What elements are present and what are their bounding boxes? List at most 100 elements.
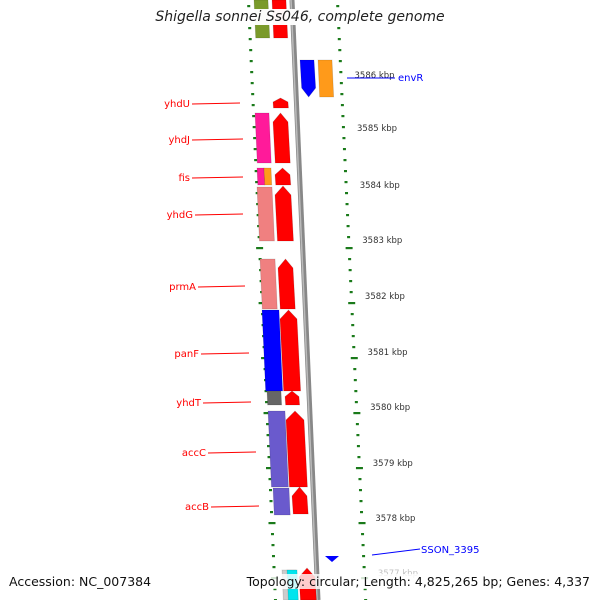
track-tick-left: [269, 489, 273, 492]
track-tick-right: [345, 203, 349, 206]
gene-feature[interactable]: [263, 167, 273, 186]
gene-feature[interactable]: [256, 186, 275, 242]
track-tick-right: [340, 93, 344, 96]
gene-feature[interactable]: [261, 309, 284, 392]
track-tick-right: [343, 170, 347, 173]
gene-label-envR[interactable]: envR: [398, 73, 423, 84]
gene-label-yhdG[interactable]: yhdG: [167, 210, 193, 221]
track-tick-right: [353, 368, 357, 371]
track-tick-left: [247, 5, 251, 8]
track-tick-right: [358, 489, 362, 492]
track-tick-right: [353, 412, 361, 415]
track-tick-right: [340, 104, 344, 107]
gene-label-line: [210, 505, 260, 508]
track-tick-left: [266, 423, 270, 426]
track-tick-right: [352, 346, 356, 349]
track-tick-right: [356, 445, 360, 448]
gene-feature[interactable]: [284, 390, 301, 406]
gene-label-SSON_3395[interactable]: SSON_3395: [421, 545, 480, 556]
track-tick-left: [271, 555, 275, 558]
gene-feature[interactable]: [291, 486, 309, 515]
gene-feature-SSON_3395[interactable]: [325, 556, 339, 562]
track-tick-left: [267, 456, 271, 459]
track-tick-left: [250, 71, 254, 74]
kbp-label: 3581 kbp: [368, 348, 408, 358]
track-tick-left: [250, 82, 254, 85]
gene-feature[interactable]: [259, 258, 278, 310]
gene-feature[interactable]: [279, 309, 302, 392]
track-tick-right: [339, 71, 343, 74]
track-tick-left: [256, 214, 260, 217]
gene-label-line: [371, 548, 421, 556]
track-tick-right: [338, 49, 342, 52]
track-tick-right: [347, 236, 351, 239]
track-tick-right: [345, 192, 349, 195]
gene-label-panF[interactable]: panF: [174, 349, 199, 360]
gene-feature[interactable]: [272, 97, 289, 109]
track-tick-right: [343, 159, 347, 162]
kbp-label: 3584 kbp: [360, 181, 400, 191]
track-tick-right: [358, 478, 362, 481]
track-tick-left: [267, 445, 271, 448]
track-tick-left: [263, 412, 271, 415]
track-tick-right: [346, 214, 350, 217]
track-tick-left: [256, 203, 260, 206]
track-tick-left: [269, 500, 273, 503]
track-tick-right: [349, 291, 353, 294]
track-tick-left: [273, 588, 277, 591]
track-tick-left: [265, 401, 269, 404]
track-tick-right: [348, 258, 352, 261]
gene-feature[interactable]: [267, 410, 289, 488]
kbp-label: 3579 kbp: [373, 459, 413, 469]
gene-feature[interactable]: [254, 112, 272, 164]
track-tick-left: [249, 60, 253, 63]
track-tick-right: [353, 379, 357, 382]
track-tick-right: [342, 137, 346, 140]
genome-summary-text: Topology: circular; Length: 4,825,265 bp…: [244, 574, 592, 589]
track-tick-left: [266, 434, 270, 437]
track-tick-right: [348, 302, 356, 305]
gene-label-yhdJ[interactable]: yhdJ: [168, 135, 190, 146]
track-tick-left: [248, 38, 252, 41]
track-tick-right: [341, 126, 345, 129]
gene-label-prmA[interactable]: prmA: [169, 282, 196, 293]
gene-label-accB[interactable]: accB: [185, 502, 209, 513]
track-tick-right: [344, 181, 348, 184]
gene-feature[interactable]: [256, 167, 266, 186]
gene-label-line: [207, 451, 257, 454]
map-title-text: Shigella sonnei Ss046, complete genome: [152, 9, 448, 25]
track-tick-right: [354, 390, 358, 393]
gene-feature[interactable]: [317, 59, 335, 98]
track-tick-left: [254, 170, 258, 173]
gene-label-line: [202, 401, 252, 404]
track-tick-right: [341, 115, 345, 118]
gene-feature[interactable]: [285, 410, 308, 488]
track-tick-left: [248, 27, 252, 30]
kbp-label: 3586 kbp: [355, 71, 395, 81]
gene-feature[interactable]: [277, 258, 296, 310]
track-tick-left: [254, 159, 258, 162]
track-tick-right: [361, 544, 365, 547]
gene-feature[interactable]: [272, 112, 291, 164]
gene-label-yhdU[interactable]: yhdU: [164, 99, 190, 110]
gene-label-fis[interactable]: fis: [178, 173, 190, 184]
track-tick-right: [351, 324, 355, 327]
gene-feature[interactable]: [266, 390, 283, 406]
gene-feature[interactable]: [274, 167, 292, 186]
track-tick-left: [253, 137, 257, 140]
track-tick-right: [337, 27, 341, 30]
track-tick-left: [253, 148, 257, 151]
gene-label-yhdT[interactable]: yhdT: [176, 398, 202, 409]
gene-feature[interactable]: [274, 185, 294, 242]
track-tick-right: [346, 225, 350, 228]
kbp-label: 3585 kbp: [357, 124, 397, 134]
gene-feature[interactable]: [272, 487, 291, 516]
gene-label-line: [191, 176, 244, 179]
track-tick-right: [357, 456, 361, 459]
track-tick-right: [359, 500, 363, 503]
track-tick-left: [255, 181, 259, 184]
accession-text: Accession: NC_007384: [7, 574, 154, 589]
gene-feature[interactable]: [299, 59, 317, 98]
gene-label-accC[interactable]: accC: [182, 448, 206, 459]
